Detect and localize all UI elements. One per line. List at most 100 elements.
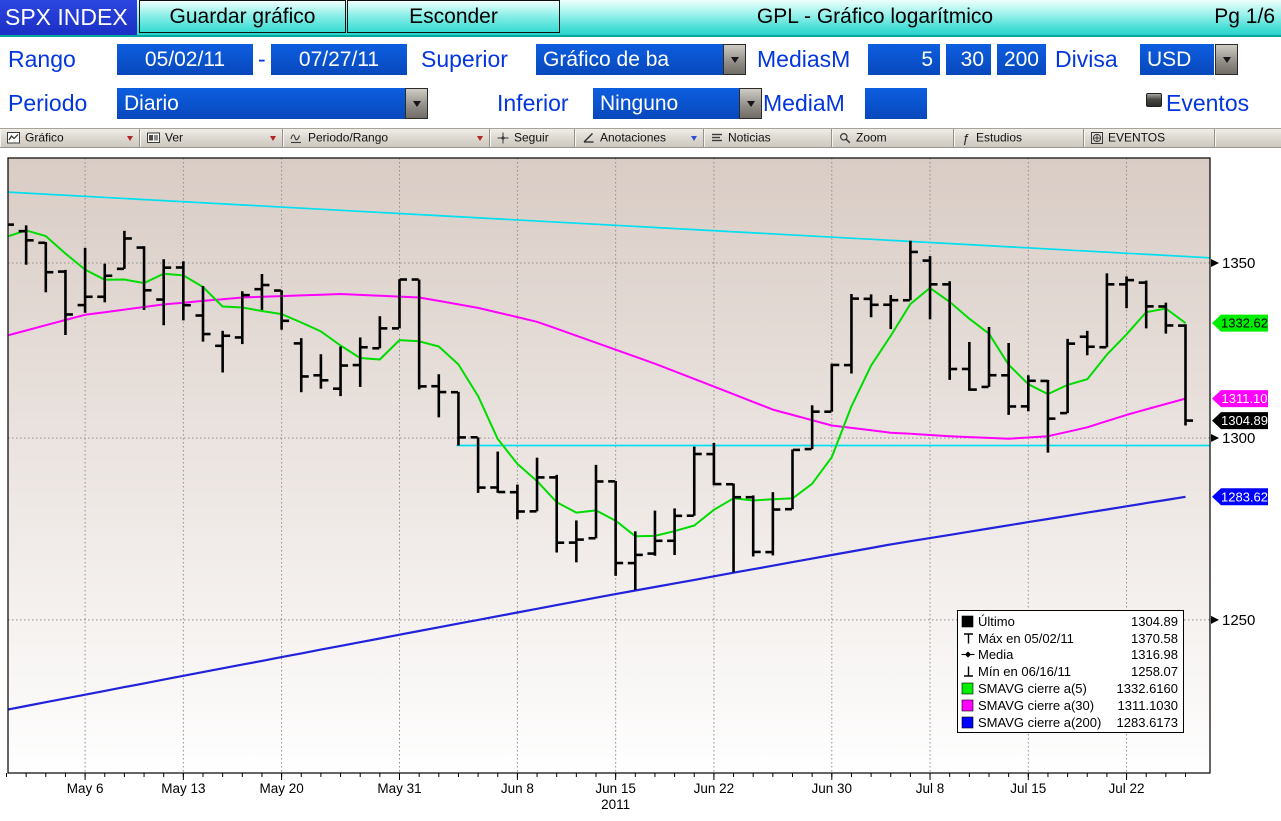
range-end-field[interactable]: 07/27/11 (271, 44, 407, 75)
toolbar-item-anotaciones[interactable]: Anotaciones (575, 129, 704, 147)
legend-label: Último (978, 613, 1015, 629)
x-axis-label: May 6 (67, 781, 104, 796)
chart-toolbar: Gráfico Ver Periodo/Rango Seguir Anotaciones… (0, 128, 1281, 148)
square-marker-icon (961, 699, 978, 712)
square-marker-icon (961, 615, 978, 628)
max-marker-icon (961, 632, 978, 645)
chevron-down-icon (746, 100, 755, 107)
square-marker-icon (961, 716, 978, 729)
legend-row: Máx en 05/02/11 1370.58 (961, 630, 1178, 647)
price-tag-value: 1283.62 (1221, 489, 1268, 504)
y-tick-arrow-icon (1211, 615, 1219, 624)
price-tag-value: 1311.10 (1221, 391, 1267, 406)
square-marker-icon (961, 682, 978, 695)
ohlc-bars (8, 223, 1193, 591)
inferior-dropdown-button[interactable] (739, 88, 762, 119)
divisa-dropdown-button[interactable] (1215, 44, 1238, 75)
legend-row: SMAVG cierre a(5) 1332.6160 (961, 680, 1178, 697)
media-2-field[interactable]: 30 (946, 44, 991, 75)
toolbar-item-eventos[interactable]: EVENTOS (1084, 129, 1215, 147)
toolbar-item-periodo-rango[interactable]: Periodo/Rango (283, 129, 490, 147)
divisa-label: Divisa (1055, 46, 1118, 72)
eventos-icon (1146, 93, 1162, 107)
legend-label: Mín en 06/16/11 (978, 664, 1071, 680)
annotate-icon (582, 132, 595, 144)
toolbar-item-noticias[interactable]: Noticias (704, 129, 832, 147)
y-axis-label: 1250 (1222, 612, 1255, 629)
toolbar-item-label: Noticias (728, 130, 771, 145)
legend-label: SMAVG cierre a(200) (978, 714, 1102, 730)
media-marker-icon (961, 648, 978, 661)
price-tag (1212, 488, 1268, 506)
y-axis: 1350 1300 1250 (1211, 255, 1255, 629)
media-3-field[interactable]: 200 (997, 44, 1046, 75)
periodo-select[interactable]: Diario (117, 88, 405, 119)
legend-value: 1258.07 (1131, 664, 1178, 680)
min-marker-icon (961, 665, 978, 678)
toolbar-item-ver[interactable]: Ver (140, 129, 283, 147)
legend-label: Máx en 05/02/11 (978, 630, 1074, 646)
page-indicator: Pg 1/6 (1214, 4, 1275, 28)
toolbar-item-label: Anotaciones (600, 130, 667, 145)
legend-row: Media 1316.98 (961, 647, 1178, 664)
legend-value: 1311.1030 (1117, 697, 1179, 713)
legend-value: 1332.6160 (1116, 681, 1178, 697)
y-tick-arrow-icon (1211, 434, 1219, 443)
toolbar-item-label: Zoom (856, 130, 887, 145)
divisa-select[interactable]: USD (1140, 44, 1214, 75)
price-tag-value: 1304.89 (1221, 413, 1268, 428)
plot-frame (7, 157, 1211, 774)
hide-button[interactable]: Esconder (347, 0, 560, 33)
events-icon (1091, 132, 1103, 144)
price-tags: 1332.62 1311.10 1304.89 1283.62 (1212, 314, 1268, 506)
dropdown-arrow-icon[interactable] (691, 135, 697, 141)
media-1-field[interactable]: 5 (868, 44, 940, 75)
save-chart-button[interactable]: Guardar gráfico (139, 0, 346, 33)
chevron-down-icon (730, 56, 739, 63)
price-tag (1212, 314, 1268, 332)
legend-row: SMAVG cierre a(200) 1283.6173 (961, 714, 1178, 731)
x-axis-label: Jun 8 (501, 781, 534, 796)
inferior-select[interactable]: Ninguno (593, 88, 739, 119)
eventos-label[interactable]: Eventos (1166, 90, 1250, 116)
y-axis-label: 1300 (1222, 430, 1255, 447)
dropdown-arrow-icon[interactable] (477, 135, 483, 141)
view-icon (147, 132, 160, 144)
toolbar-item-zoom[interactable]: Zoom (832, 129, 954, 147)
legend-label: Media (978, 647, 1014, 663)
dropdown-arrow-icon[interactable] (270, 135, 276, 141)
toolbar-item-label: Seguir (514, 130, 549, 145)
superior-label: Superior (421, 46, 508, 72)
resistance-diagonal (8, 191, 1210, 259)
svg-text:ƒ: ƒ (962, 132, 969, 145)
periodo-dropdown-button[interactable] (405, 88, 428, 119)
x-axis-label: May 20 (259, 781, 303, 796)
price-tag (1212, 390, 1268, 408)
chevron-down-icon (412, 100, 421, 107)
x-axis-label: Jun 22 (694, 781, 735, 796)
track-icon (497, 132, 509, 144)
toolbar-item-label: Gráfico (25, 130, 64, 145)
toolbar-item-seguir[interactable]: Seguir (490, 129, 575, 147)
chevron-down-icon (1222, 56, 1231, 63)
y-axis-label: 1350 (1222, 255, 1255, 272)
x-axis-label: Jul 15 (1010, 781, 1046, 796)
dropdown-arrow-icon[interactable] (127, 135, 133, 141)
legend-label: SMAVG cierre a(30) (978, 697, 1095, 713)
ticker-box[interactable]: SPX INDEX (0, 0, 137, 35)
superior-select[interactable]: Gráfico de ba (536, 44, 723, 75)
superior-dropdown-button[interactable] (723, 44, 746, 75)
range-start-field[interactable]: 05/02/11 (117, 44, 253, 75)
toolbar-item-gr-fico[interactable]: Gráfico (0, 129, 140, 147)
price-tag-value: 1332.62 (1221, 316, 1268, 331)
legend-row: Mín en 06/16/11 1258.07 (961, 663, 1178, 680)
trendlines[interactable] (7, 191, 1211, 447)
toolbar-item-label: Periodo/Rango (308, 130, 389, 145)
mediam-field[interactable] (865, 88, 927, 119)
toolbar-item-label: Ver (165, 130, 184, 145)
period-icon (290, 132, 303, 144)
range-dash: - (258, 46, 266, 72)
studies-icon: ƒ (961, 132, 971, 145)
rango-label: Rango (8, 46, 76, 72)
toolbar-item-estudios[interactable]: ƒ Estudios (954, 129, 1084, 147)
